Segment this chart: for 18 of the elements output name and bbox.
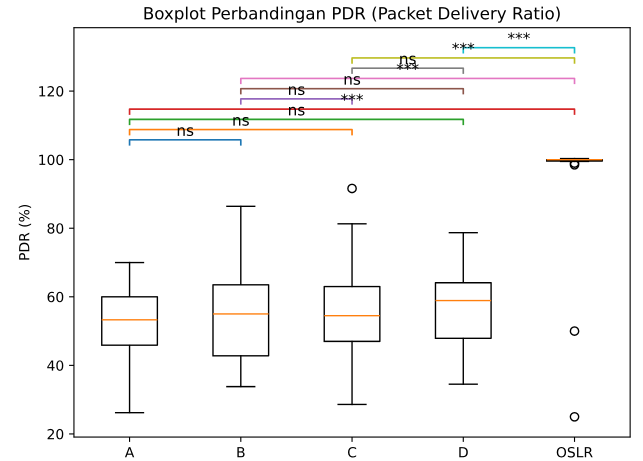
y-tick-label: 40 (47, 360, 64, 371)
annotation: *** (452, 42, 474, 50)
y-tick-label: 60 (48, 292, 64, 302)
x-tick-label: OSLR (556, 446, 593, 458)
annotation: *** (396, 63, 419, 70)
x-tick-label: B (237, 447, 245, 458)
x-tick-label: D (459, 447, 468, 458)
annotation: ns (344, 76, 360, 85)
x-tick-label: C (348, 446, 356, 458)
annotation: *** (341, 94, 364, 101)
y-tick-label: 120 (39, 86, 64, 97)
x-tick-label: A (124, 447, 134, 458)
chart-title: Boxplot Perbandingan PDR (Packet Delivery Ratio) (144, 6, 560, 23)
y-axis-title: PDR (%) (18, 204, 32, 260)
y-tick-label: 80 (47, 223, 64, 234)
annotation: *** (508, 32, 530, 40)
y-tick-label: 100 (39, 154, 64, 166)
y-tick-label: 20 (48, 428, 64, 440)
